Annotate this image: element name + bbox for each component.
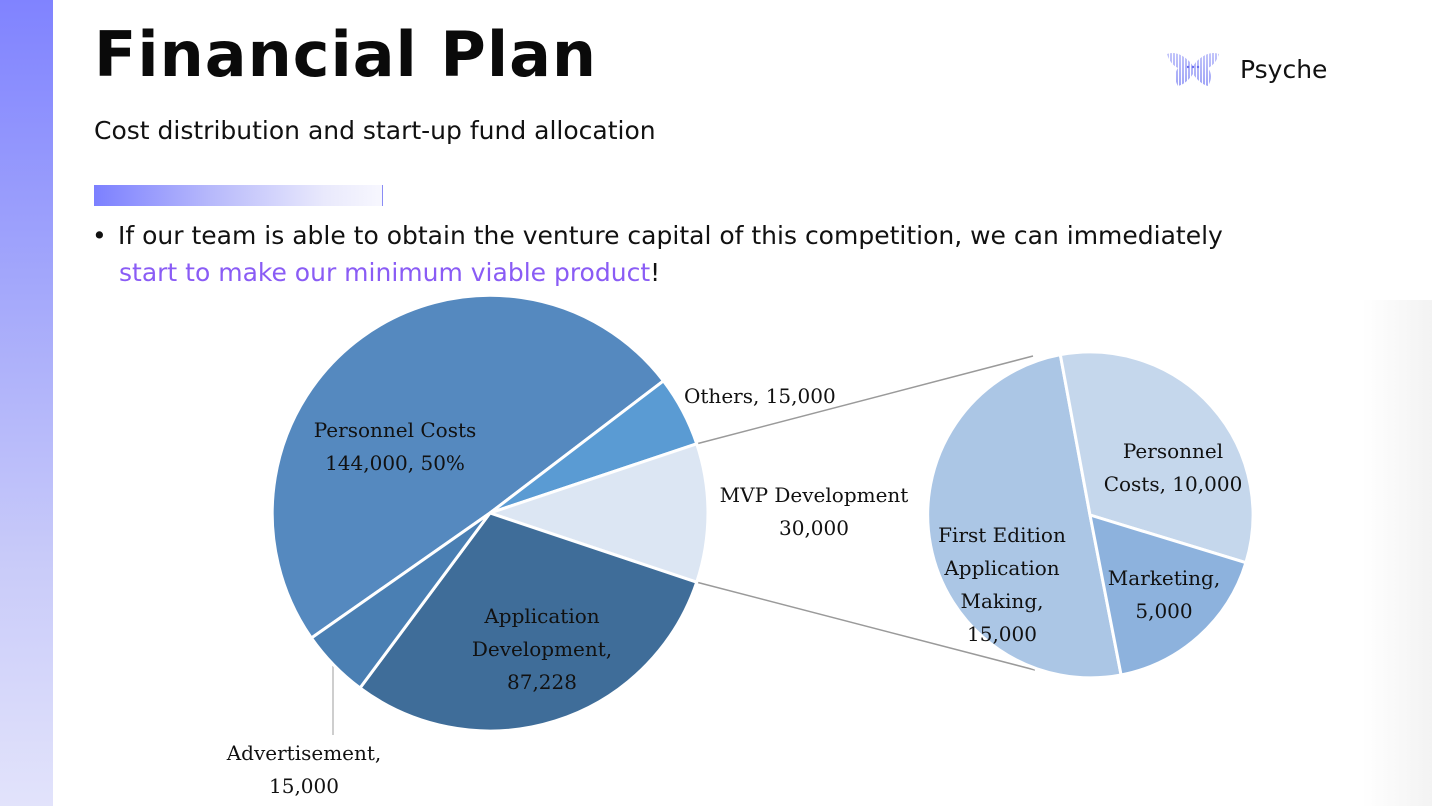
brand-name: Psyche: [1240, 54, 1328, 84]
title-accent-bar: [94, 185, 383, 206]
label-line: Others, 15,000: [684, 384, 836, 408]
label-line: 30,000: [779, 516, 849, 540]
slice-application-development[interactable]: [358, 511, 699, 733]
label-line: First Edition: [938, 523, 1066, 547]
label-line: 15,000: [967, 622, 1037, 646]
slice-mvp-development[interactable]: [488, 442, 710, 584]
bullet-highlight-text: start to make our minimum viable product: [119, 258, 651, 287]
label-line: Marketing,: [1107, 566, 1221, 590]
label-application-development: Application Development, 87,228: [452, 600, 632, 699]
bullet-text: If our team is able to obtain the ventur…: [118, 221, 1223, 250]
label-line: Costs, 10,000: [1103, 472, 1243, 496]
slice-sub-personnel-costs[interactable]: [1058, 350, 1255, 565]
page-title: Financial Plan: [94, 18, 598, 91]
label-line: Personnel: [1122, 439, 1224, 463]
page-subtitle: Cost distribution and start-up fund allo…: [94, 116, 656, 145]
label-line: MVP Development: [719, 483, 909, 507]
label-line: Advertisement,: [226, 741, 382, 765]
bullet-dot-icon: •: [92, 221, 107, 250]
slice-first-edition-application-making[interactable]: [926, 353, 1123, 680]
brand: Psyche: [1164, 48, 1327, 90]
label-line: Personnel Costs: [313, 418, 477, 442]
label-mvp-development: MVP Development 30,000: [704, 479, 924, 545]
label-line: Application: [944, 556, 1060, 580]
connector-line-bottom: [695, 581, 1036, 671]
label-advertisement: Advertisement, 15,000: [214, 737, 394, 803]
slice-marketing[interactable]: [1088, 513, 1248, 677]
label-others: Others, 15,000: [684, 380, 849, 413]
label-first-edition: First Edition Application Making, 15,000: [922, 519, 1082, 651]
slide-sidebar-accent: [0, 0, 53, 806]
label-personnel-costs: Personnel Costs 144,000, 50%: [300, 414, 490, 480]
slice-advertisement[interactable]: [309, 511, 492, 690]
label-line: 87,228: [507, 670, 577, 694]
connector-line-top: [695, 355, 1034, 445]
label-line: 15,000: [269, 774, 339, 798]
label-line: Application: [484, 604, 600, 628]
slide-edge-shadow: [1362, 300, 1432, 806]
label-line: Making,: [960, 589, 1044, 613]
slice-personnel-costs[interactable]: [270, 293, 665, 640]
butterfly-icon: [1167, 53, 1219, 86]
label-line: 5,000: [1135, 599, 1193, 623]
label-sub-personnel-costs: Personnel Costs, 10,000: [1093, 435, 1253, 501]
label-marketing: Marketing, 5,000: [1094, 562, 1234, 628]
bullet-exclamation: !: [650, 258, 661, 287]
label-line: 144,000, 50%: [325, 451, 465, 475]
bullet-point: • If our team is able to obtain the ventu…: [92, 217, 1392, 291]
label-line: Development,: [471, 637, 613, 661]
